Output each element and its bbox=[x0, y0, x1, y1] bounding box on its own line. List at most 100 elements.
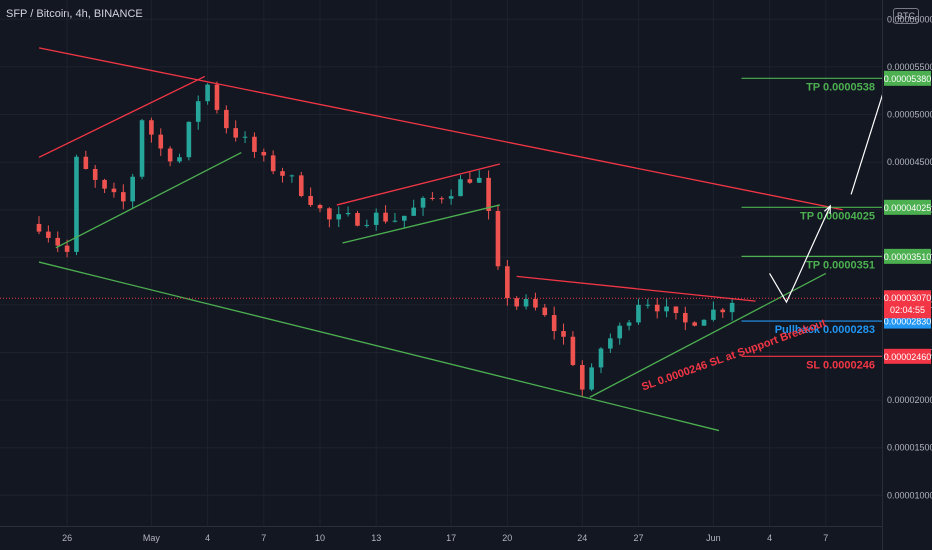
candle-body bbox=[570, 336, 576, 366]
candle-body bbox=[177, 157, 182, 162]
x-tick-label: 7 bbox=[261, 533, 266, 543]
candle-body bbox=[158, 134, 164, 149]
candle-body bbox=[458, 179, 463, 197]
candle-body bbox=[495, 211, 501, 267]
candle-body bbox=[729, 302, 735, 313]
x-tick-label: 7 bbox=[823, 533, 828, 543]
axis-level-badge-bg bbox=[884, 199, 931, 215]
x-tick-label: 24 bbox=[577, 533, 587, 543]
x-tick-label: 20 bbox=[502, 533, 512, 543]
candle-body bbox=[683, 312, 688, 323]
trendline bbox=[38, 75, 206, 158]
candle-body bbox=[74, 156, 79, 252]
currency-badge[interactable]: BTC bbox=[893, 8, 919, 24]
arrow-head bbox=[824, 204, 831, 214]
last-price-badge: 0.00003070 bbox=[884, 293, 932, 303]
candle-body bbox=[505, 266, 510, 299]
candle-body bbox=[252, 136, 257, 152]
plot-area: TP 0.0000538 TP 0.00004025 TP 0.0000351 Pul… bbox=[0, 47, 882, 432]
trendline bbox=[55, 152, 242, 249]
level-label: TP 0.0000538 bbox=[806, 81, 875, 93]
candle-body bbox=[233, 128, 238, 138]
candle-body bbox=[448, 196, 454, 199]
candle-body bbox=[46, 231, 51, 238]
candle-body bbox=[317, 205, 323, 209]
candle-body bbox=[130, 176, 135, 202]
candle-body bbox=[711, 309, 716, 320]
candle-body bbox=[486, 177, 491, 212]
candle-body bbox=[626, 322, 632, 326]
trendline bbox=[516, 275, 756, 302]
support-annotation: SL 0.0000246 SL at Support Breakout bbox=[640, 317, 828, 393]
candle-body bbox=[373, 212, 379, 225]
countdown-badge: 02:04:55 bbox=[890, 305, 925, 315]
candle-body bbox=[514, 298, 519, 307]
trendline bbox=[38, 261, 720, 432]
x-tick-label: Jun bbox=[706, 533, 721, 543]
candle-body bbox=[167, 148, 173, 162]
x-tick-label: 4 bbox=[205, 533, 210, 543]
x-tick-label: 10 bbox=[315, 533, 325, 543]
candle-body bbox=[645, 304, 651, 306]
candle-body bbox=[355, 213, 360, 226]
x-tick-label: 27 bbox=[633, 533, 643, 543]
candle-body bbox=[121, 192, 126, 202]
candle-body bbox=[327, 208, 332, 220]
candle-body bbox=[64, 245, 70, 252]
candle-body bbox=[83, 156, 89, 169]
candle-body bbox=[383, 212, 388, 222]
candle-body bbox=[701, 319, 707, 326]
candle-body bbox=[111, 188, 117, 193]
trendline bbox=[342, 204, 500, 244]
candle-body bbox=[654, 304, 660, 312]
candle-body bbox=[720, 309, 726, 313]
y-tick-label: 0.00005500 bbox=[887, 62, 932, 72]
axis-level-badge: 0.00002460 bbox=[884, 352, 932, 362]
axis-level-badge-bg bbox=[884, 70, 931, 86]
y-tick-label: 0.00001500 bbox=[887, 443, 932, 453]
y-tick-label: 0.00005000 bbox=[887, 110, 932, 120]
trendline bbox=[336, 163, 500, 206]
x-tick-label: 13 bbox=[371, 533, 381, 543]
candle-body bbox=[617, 325, 623, 339]
candle-body bbox=[289, 175, 295, 177]
candle-body bbox=[186, 121, 192, 158]
candle-body bbox=[523, 299, 529, 307]
projection-path bbox=[769, 205, 831, 304]
candle-body bbox=[673, 306, 679, 313]
axis-level-badge: 0.00004025 bbox=[884, 203, 932, 213]
candle-body bbox=[542, 307, 548, 316]
chart-title: SFP / Bitcoin, 4h, BINANCE bbox=[6, 8, 143, 20]
candle-body bbox=[224, 109, 229, 129]
candle-body bbox=[476, 177, 482, 183]
candle-body bbox=[336, 214, 342, 220]
candle-body bbox=[149, 120, 154, 135]
candle-body bbox=[664, 306, 669, 312]
axis-level-badge: 0.00005380 bbox=[884, 74, 932, 84]
candle-body bbox=[598, 348, 604, 368]
candle-body bbox=[214, 84, 220, 110]
y-tick-label: 0.00006000 bbox=[887, 14, 932, 24]
x-tick-label: 26 bbox=[62, 533, 72, 543]
axis-level-badge: 0.00002830 bbox=[884, 317, 932, 327]
y-tick-label: 0.00004500 bbox=[887, 157, 932, 167]
candle-body bbox=[551, 315, 557, 332]
candle-body bbox=[579, 365, 585, 390]
candle-body bbox=[589, 367, 594, 390]
candle-body bbox=[392, 220, 398, 222]
candle-body bbox=[280, 171, 285, 176]
axis-level-badge: 0.00003510 bbox=[884, 252, 932, 262]
trendline bbox=[589, 272, 827, 398]
projection-path bbox=[850, 94, 882, 195]
x-tick-label: May bbox=[143, 533, 161, 543]
candle-body bbox=[608, 338, 613, 349]
candle-body bbox=[420, 197, 426, 208]
candle-body bbox=[102, 179, 107, 189]
candle-body bbox=[364, 224, 370, 226]
candle-body bbox=[139, 120, 145, 177]
candle-body bbox=[467, 179, 473, 183]
candle-body bbox=[533, 299, 538, 308]
candle-body bbox=[692, 322, 697, 326]
level-label: TP 0.00004025 bbox=[800, 210, 875, 222]
